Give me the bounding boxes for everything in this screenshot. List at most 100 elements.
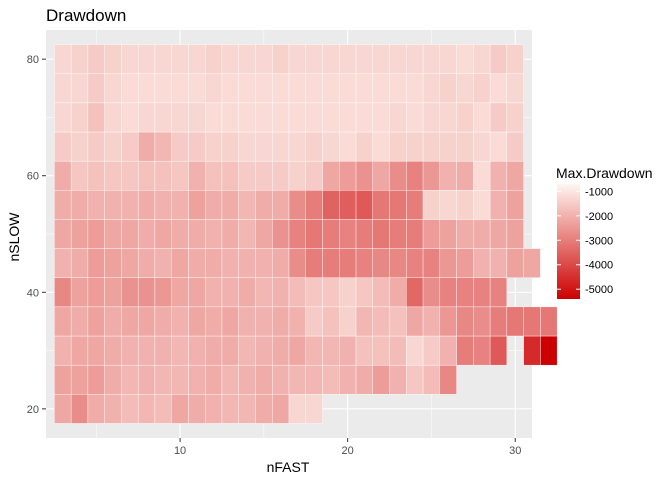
heatmap-tile <box>389 190 407 220</box>
heatmap-tile <box>406 364 424 395</box>
heatmap-tile <box>221 102 239 133</box>
heatmap-tile <box>288 44 306 74</box>
heatmap-tile <box>255 131 273 162</box>
heatmap-tile <box>339 73 357 104</box>
heatmap-tile <box>205 306 223 337</box>
heatmap-tile <box>305 335 323 366</box>
heatmap-tile <box>104 394 122 424</box>
heatmap-tile <box>121 131 139 162</box>
heatmap-tile <box>238 306 256 337</box>
heatmap-tile <box>137 131 156 162</box>
heatmap-tile <box>104 364 122 395</box>
heatmap-tile <box>255 364 273 395</box>
heatmap-tile <box>339 131 357 162</box>
heatmap-tile <box>389 306 407 337</box>
heatmap-tile <box>389 160 407 191</box>
heatmap-tile <box>205 364 223 395</box>
heatmap-tile <box>121 248 139 278</box>
heatmap-tile <box>154 364 172 395</box>
heatmap-tile <box>288 131 306 162</box>
heatmap-tile <box>154 306 172 337</box>
heatmap-tile <box>221 44 239 74</box>
heatmap-tile <box>439 102 457 133</box>
x-axis-title: nFAST <box>267 459 310 475</box>
heatmap-tile <box>104 160 122 191</box>
y-axis-title: nSLOW <box>6 212 22 262</box>
heatmap-tile <box>422 131 441 162</box>
heatmap-tile <box>54 364 72 395</box>
heatmap-tile <box>456 219 474 249</box>
heatmap-tile <box>506 219 524 249</box>
heatmap-tile <box>104 277 122 308</box>
heatmap-tile <box>355 277 373 308</box>
heatmap-tile <box>389 219 407 249</box>
heatmap-tile <box>489 219 508 249</box>
heatmap-tile <box>154 190 172 220</box>
heatmap-tile <box>456 131 474 162</box>
heatmap-tile <box>154 73 172 104</box>
heatmap-tile <box>238 394 256 424</box>
heatmap-tile <box>422 44 441 74</box>
heatmap-tile <box>305 306 323 337</box>
heatmap-tile <box>439 364 457 395</box>
heatmap-tile <box>188 73 206 104</box>
heatmap-tile <box>104 102 122 133</box>
heatmap-tile <box>456 102 474 133</box>
heatmap-tile <box>255 102 273 133</box>
heatmap-tile <box>54 248 72 278</box>
heatmap-tile <box>339 190 357 220</box>
heatmap-tile <box>188 160 206 191</box>
heatmap-tile <box>54 394 72 424</box>
heatmap-tile <box>154 394 172 424</box>
heatmap-tile <box>506 131 524 162</box>
heatmap-tile <box>54 219 72 249</box>
heatmap-tile <box>87 364 105 395</box>
legend-ticks: -1000 -2000 -3000 -4000 -5000 <box>557 186 613 296</box>
heatmap-tile <box>70 364 89 395</box>
heatmap-tile <box>205 219 223 249</box>
heatmap-tile <box>506 73 524 104</box>
heatmap-tile <box>272 160 290 191</box>
heatmap-tile <box>205 190 223 220</box>
heatmap-tile <box>154 277 172 308</box>
y-tick-label: 80 <box>27 54 39 66</box>
heatmap-tile <box>288 160 306 191</box>
heatmap-tile <box>272 335 290 366</box>
heatmap-tile <box>372 131 390 162</box>
heatmap-tile <box>389 335 407 366</box>
heatmap-tile <box>272 73 290 104</box>
heatmap-tile <box>104 335 122 366</box>
heatmap-tile <box>272 131 290 162</box>
heatmap-tile <box>70 44 89 74</box>
heatmap-tile <box>205 73 223 104</box>
heatmap-tile <box>255 160 273 191</box>
heatmap-tile <box>406 44 424 74</box>
heatmap-tile <box>255 306 273 337</box>
heatmap-tile <box>339 102 357 133</box>
heatmap-tile <box>255 277 273 308</box>
heatmap-tile <box>355 73 373 104</box>
heatmap-tile <box>355 364 373 395</box>
heatmap-tile <box>54 73 72 104</box>
heatmap-tile <box>188 364 206 395</box>
heatmap-tile <box>121 73 139 104</box>
heatmap-tile <box>489 190 508 220</box>
heatmap-tile <box>339 219 357 249</box>
heatmap-tile <box>372 248 390 278</box>
heatmap-tile <box>322 306 340 337</box>
heatmap-tile <box>54 190 72 220</box>
heatmap-tile <box>87 160 105 191</box>
heatmap-tile <box>54 277 72 308</box>
heatmap-tile <box>305 248 323 278</box>
heatmap-tile <box>506 160 524 191</box>
heatmap-tile <box>339 306 357 337</box>
heatmap-tile <box>54 102 72 133</box>
legend-colorbar <box>557 184 580 299</box>
heatmap-tile <box>288 394 306 424</box>
heatmap-tile <box>221 306 239 337</box>
y-axis: 20 40 60 80 <box>27 54 46 416</box>
heatmap-tile <box>372 277 390 308</box>
heatmap-tile <box>288 73 306 104</box>
heatmap-tile <box>221 73 239 104</box>
